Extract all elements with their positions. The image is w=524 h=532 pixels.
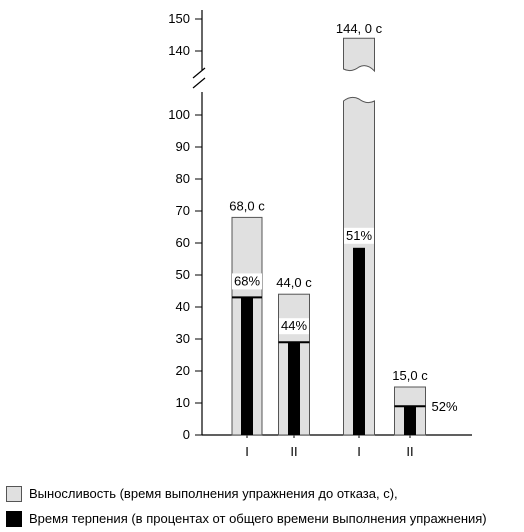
tolerance-bar xyxy=(241,297,253,435)
tolerance-bar xyxy=(288,342,300,435)
y-tick-label: 100 xyxy=(168,107,190,122)
legend-label-tolerance: Время терпения (в процентах от общего вр… xyxy=(29,511,487,526)
y-tick-label: 0 xyxy=(183,427,190,442)
y-tick-label: 80 xyxy=(176,171,190,186)
chart: 0 10 20 30 40 50 60 70 80 90 100 140 150 68,0 с 68% I 4… xyxy=(168,10,472,459)
y-tick-label: 90 xyxy=(176,139,190,154)
endurance-value-label: 44,0 с xyxy=(276,275,312,290)
tolerance-percent-label: 51% xyxy=(346,228,372,243)
y-tick-label: 50 xyxy=(176,267,190,282)
endurance-value-label: 144, 0 с xyxy=(336,21,383,36)
tolerance-percent-label: 44% xyxy=(281,318,307,333)
y-tick-label: 10 xyxy=(176,395,190,410)
x-tick-label: I xyxy=(357,444,361,459)
y-tick-label: 150 xyxy=(168,11,190,26)
endurance-value-label: 68,0 с xyxy=(229,198,265,213)
x-tick-label: I xyxy=(245,444,249,459)
legend-swatch-tolerance xyxy=(6,511,22,527)
tolerance-percent-label-bg xyxy=(279,318,309,335)
y-tick-label: 40 xyxy=(176,299,190,314)
y-tick-label: 30 xyxy=(176,331,190,346)
tolerance-percent-label-bg xyxy=(232,273,262,290)
x-tick-label: II xyxy=(406,444,413,459)
endurance-bar-upper xyxy=(343,37,375,73)
x-tick-label: II xyxy=(290,444,297,459)
tolerance-percent-label: 52% xyxy=(432,399,458,414)
y-axis-break-mark xyxy=(192,67,206,79)
y-axis-break-mark xyxy=(192,77,206,89)
y-tick-label: 20 xyxy=(176,363,190,378)
y-tick-label: 60 xyxy=(176,235,190,250)
bars-layer xyxy=(231,37,426,436)
axis-layer: 0 10 20 30 40 50 60 70 80 90 100 140 150 xyxy=(168,10,472,442)
tolerance-percent-label-bg xyxy=(344,227,374,244)
endurance-value-label: 15,0 с xyxy=(392,368,428,383)
labels-layer: 68,0 с 68% I 44,0 с 44% II 144, 0 с 51% I 15,0 с 5… xyxy=(229,21,458,459)
legend-swatch-endurance xyxy=(6,486,22,502)
tolerance-bar xyxy=(404,406,416,435)
tolerance-percent-label: 68% xyxy=(234,273,260,288)
y-tick-label: 70 xyxy=(176,203,190,218)
y-tick-label: 140 xyxy=(168,43,190,58)
tolerance-bar xyxy=(353,247,365,435)
legend-label-endurance: Выносливость (время выполнения упражнени… xyxy=(29,486,398,501)
